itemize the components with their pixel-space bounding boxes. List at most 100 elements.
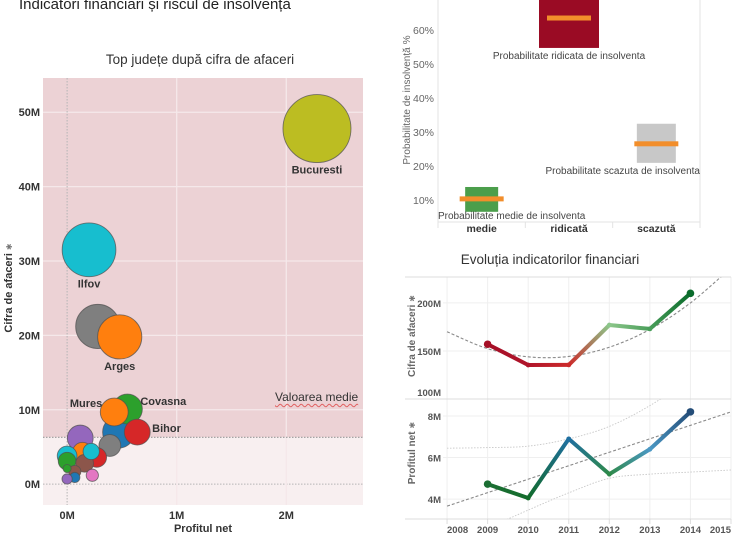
y-tick-label: 150M [417,347,441,358]
data-point[interactable] [483,480,492,488]
y-tick-label: 30M [19,256,40,268]
y-axis-title-text: Probabilitate de insolvență [402,47,413,165]
line-segment [647,409,693,452]
y-axis-title-text: Cifra de afaceri [3,253,15,332]
sort-indicator-icon: ✱ [408,295,417,302]
y-tick-label: 6M [428,454,441,465]
data-point[interactable] [686,408,695,416]
x-tick-label: 2011 [558,525,579,533]
range-annotation: Probabilitate scazuta de insolventa [545,166,700,177]
x-tick-label: 2009 [477,525,498,533]
sort-indicator-icon: ✱ [408,421,417,428]
category-label: ridicată [550,223,588,235]
line-chart-title: Evoluția indicatorilor financiari [460,252,640,267]
y-axis-title-text: Cifra de afaceri [407,305,418,377]
x-tick-label: 2014 [680,525,702,533]
mean-marker[interactable] [634,141,679,147]
data-point[interactable] [566,436,572,442]
dashboard-title: Indicatori financiari și riscul de insol… [19,0,291,13]
x-tick-label: 2013 [639,525,660,533]
y-tick-label: 50% [413,59,434,71]
y-tick-label: 0M [25,479,40,491]
bubble-chart-title: Top județe după cifra de afaceri [105,52,295,67]
data-point[interactable] [525,362,531,368]
data-point[interactable] [566,362,572,368]
reference-line-annotation: Valoarea medie [275,390,359,404]
line-segment [485,342,531,367]
mean-marker[interactable] [459,196,504,202]
bubble-label: Arges [104,361,135,373]
y-axis-title: Cifra de afaceri ✱ [3,243,15,332]
financial-evolution-chart: 2008 2009 2010 2011 2012 2013 2014 2015 100M 150M… [405,276,732,533]
bubble-label: Bucuresti [292,165,343,177]
y-tick-label: 20M [19,330,40,342]
data-point[interactable] [647,326,653,332]
x-tick-label: 2015 [710,525,732,533]
y-tick-label: 60% [413,25,434,37]
y-tick-label: 200M [417,299,441,310]
data-point[interactable] [483,340,492,349]
sort-indicator-icon: ✱ [5,243,14,250]
y-tick-label: 40M [19,182,40,194]
bubble[interactable] [61,473,73,485]
bubble-label: Ilfov [78,279,101,291]
bubble-bucuresti[interactable] [282,94,352,164]
bubble-label: Covasna [140,396,187,408]
confidence-lower-band [506,469,732,519]
mean-marker[interactable] [547,15,591,21]
bubbles [56,94,352,485]
category-label: medie [466,223,497,235]
y-axis-title: Cifra de afaceri ✱ [407,295,418,377]
line-segment [566,323,612,367]
line-segment [607,323,652,331]
bubble-bihor[interactable] [123,418,151,446]
bubble-chart: 0M 10M 20M 30M 40M 50M 0M 1M 2M Profitul net Cifra… [3,78,363,533]
bubble-ilfov[interactable] [61,222,117,278]
data-point[interactable] [686,289,695,298]
line-segment [485,482,531,501]
x-tick-label: 2M [279,510,294,522]
bubble[interactable] [82,442,100,461]
range-annotation: Probabilitate ridicata de insolventa [493,51,646,62]
y-tick-label: 10M [19,405,40,417]
y-tick-label: 30% [413,127,434,139]
bubble-labels: Bucuresti Ilfov Arges Covasna Mures Bihor [70,165,342,436]
line-segment [566,436,612,477]
confidence-upper-band [447,399,662,449]
data-point[interactable] [647,446,653,452]
bubble[interactable] [62,464,72,474]
range-annotation: Probabilitate medie de insolventa [438,211,586,222]
y-tick-label: 10% [413,195,434,207]
panel-plot-area [446,399,732,519]
bubble-arges[interactable] [97,314,143,360]
bubble-mures[interactable] [99,397,129,427]
trend-line [446,277,722,359]
line-segment [526,436,571,501]
data-point[interactable] [606,471,612,477]
data-point[interactable] [606,322,612,328]
y-tick-label: 4M [428,495,441,506]
y-axis-title: Probabilitate de insolvență% [402,35,413,164]
y-tick-label: 50M [19,107,40,119]
insolvency-chart: 10% 20% 30% 40% 50% 60% medie ridicată scazută Pr… [402,0,701,235]
range-bar-ridicată[interactable] [539,0,599,48]
panel-plot-area [446,277,722,368]
category-label: scazută [637,223,676,235]
line-segment [647,291,693,331]
y-axis-title-suffix: % [402,35,413,44]
x-tick-label: 2010 [518,525,539,533]
x-tick-label: 0M [59,510,74,522]
x-axis-title: Profitul net [174,523,232,533]
y-axis-title: Profitul net ✱ [407,421,418,484]
y-tick-label: 20% [413,161,434,173]
x-tick-label: 2012 [599,525,620,533]
bubble-label: Mures [70,398,102,410]
bubble[interactable] [85,468,99,482]
y-tick-label: 100M [417,388,441,399]
y-axis-title-text: Profitul net [407,431,418,484]
x-tick-label: 2008 [447,525,468,533]
bubble-label: Bihor [152,423,181,435]
data-point[interactable] [525,495,531,501]
